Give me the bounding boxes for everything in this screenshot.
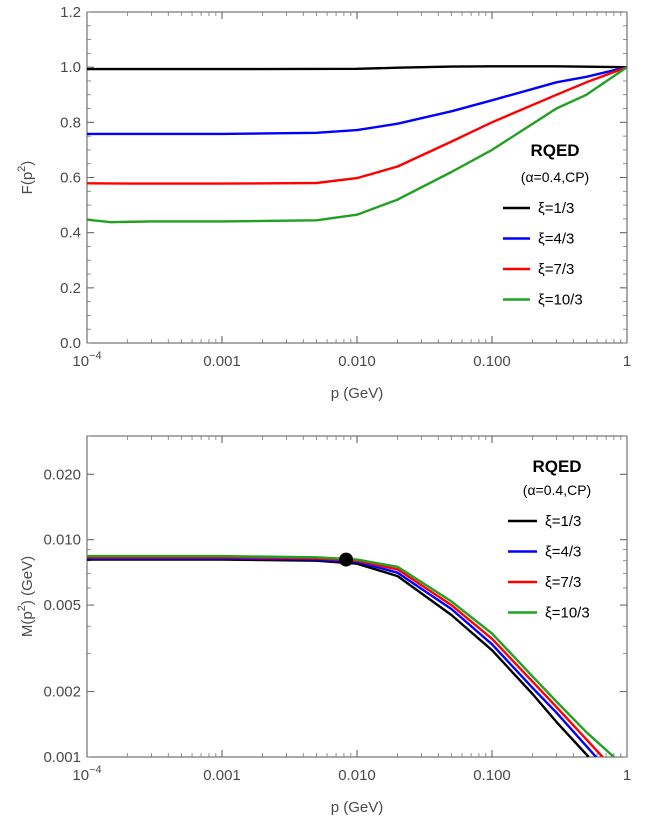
- reference-marker: [339, 552, 354, 567]
- legend-label: ξ=10/3: [538, 292, 583, 309]
- legend-label: ξ=1/3: [538, 200, 574, 217]
- series-line: [87, 554, 615, 757]
- y-tick-label: 0.2: [60, 280, 81, 297]
- m-panel: 10−4 0.001 0.010 0.100 10.0010.0020.0050.010…: [16, 435, 631, 816]
- y-tick-label: 0.0: [60, 335, 81, 352]
- y-tick-label: 0.020: [43, 466, 81, 483]
- y-axis-label: F(p2): [16, 161, 36, 195]
- x-tick-label: 0.010: [338, 353, 376, 370]
- y-axis-label: M(p2) (GeV): [16, 556, 36, 637]
- legend-subtitle: (α=0.4,CP): [523, 482, 591, 498]
- y-tick-label: 0.6: [60, 170, 81, 187]
- y-tick-label: 0.8: [60, 114, 81, 131]
- x-tick-label: 0.010: [338, 767, 376, 784]
- x-tick-label: 0.100: [473, 353, 511, 370]
- f-panel: 10−4 0.001 0.010 0.100 1 0.0 0.2 0.4 0.6 0.8 1.0 1.…: [16, 4, 631, 402]
- y-tick-label: 0.010: [43, 532, 81, 549]
- x-tick-label: 0.001: [203, 767, 241, 784]
- y-tick-label: 1.2: [60, 4, 81, 21]
- x-axis-label: p (GeV): [331, 799, 384, 816]
- series-line: [87, 66, 627, 224]
- legend-label: ξ=4/3: [538, 231, 574, 248]
- y-tick-label: 0.001: [43, 749, 81, 766]
- y-tick-label: 0.005: [43, 597, 81, 614]
- legend-subtitle: (α=0.4,CP): [521, 169, 589, 185]
- legend-label: ξ=7/3: [545, 574, 581, 591]
- series-line: [87, 558, 590, 757]
- series-line: [87, 556, 604, 757]
- legend-title: RQED: [530, 141, 579, 160]
- y-tick-label: 0.4: [60, 225, 81, 242]
- series-line: [87, 66, 627, 185]
- x-axis-label: p (GeV): [331, 385, 384, 402]
- legend-label: ξ=1/3: [545, 513, 581, 530]
- x-tick-label: 10−4: [72, 764, 101, 784]
- series-line: [87, 557, 597, 757]
- legend-label: ξ=7/3: [538, 261, 574, 278]
- x-tick-label: 0.100: [473, 767, 511, 784]
- y-tick-label: 0.002: [43, 684, 81, 701]
- x-tick-label: 1: [623, 353, 631, 370]
- legend-title: RQED: [532, 457, 581, 476]
- x-tick-label: 10−4: [72, 350, 101, 370]
- series-line: [87, 65, 627, 71]
- y-tick-label: 1.0: [60, 59, 81, 76]
- x-tick-label: 1: [623, 767, 631, 784]
- legend-label: ξ=10/3: [545, 605, 590, 622]
- series-line: [87, 66, 627, 136]
- legend-label: ξ=4/3: [545, 544, 581, 561]
- x-tick-label: 0.001: [203, 353, 241, 370]
